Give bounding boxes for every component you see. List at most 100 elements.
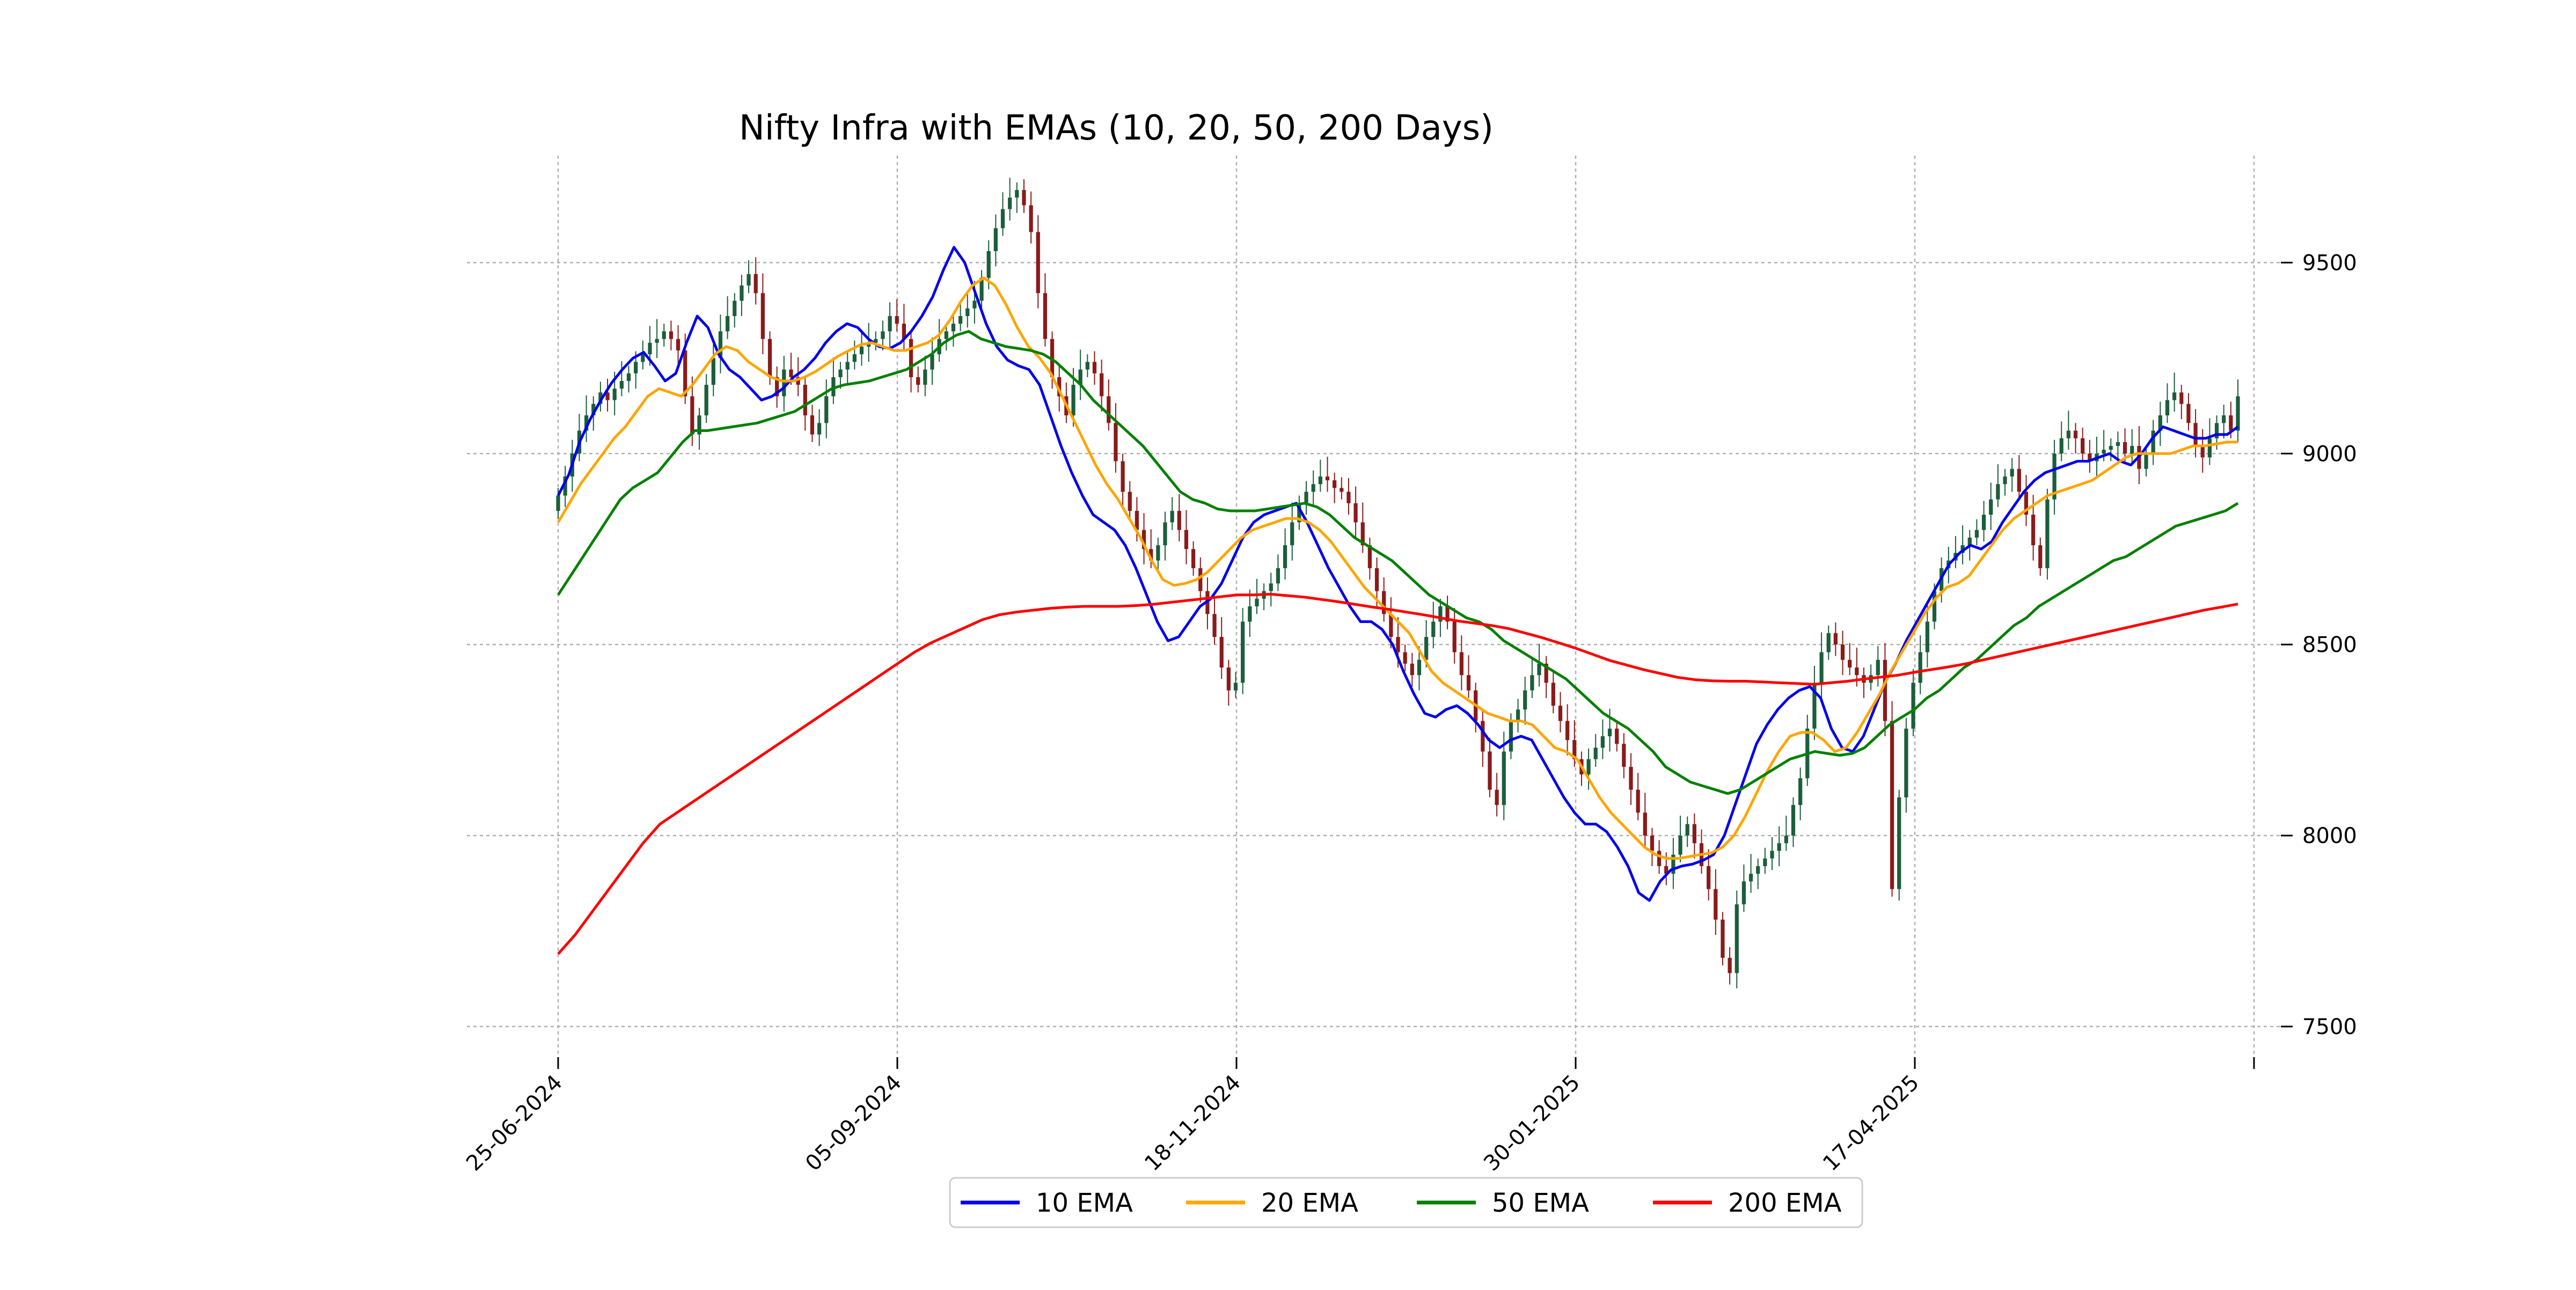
candle-body — [1833, 633, 1838, 645]
candle-body — [1495, 789, 1499, 805]
candle-body — [1551, 683, 1555, 706]
candle-body — [733, 300, 737, 316]
candle-body — [697, 415, 701, 435]
candle-body — [852, 354, 857, 362]
candle-body — [1544, 663, 1548, 683]
candle-body — [1459, 652, 1463, 676]
candle-body — [1466, 675, 1471, 691]
candle-body — [2222, 415, 2226, 423]
candle-body — [1678, 835, 1682, 855]
candle-body — [1707, 866, 1711, 889]
candle-body — [1586, 759, 1591, 775]
candle-body — [1728, 957, 1732, 973]
legend: 10 EMA 20 EMA 50 EMA 200 EMA — [949, 1177, 1863, 1228]
candle-body — [2236, 396, 2240, 431]
y-tick-label: 8000 — [2302, 824, 2357, 848]
candle-body — [845, 362, 850, 370]
candle-body — [1657, 851, 1662, 867]
candle-body — [1876, 659, 1880, 676]
candle-body — [1417, 659, 1422, 676]
candle-body — [1848, 659, 1852, 668]
candle-body — [591, 404, 596, 416]
candle-body — [634, 362, 638, 373]
candle-body — [683, 350, 687, 397]
candle-body — [1565, 721, 1570, 741]
candle-body — [767, 339, 772, 377]
candle-body — [803, 385, 807, 416]
candle-body — [2066, 430, 2070, 438]
candle-body — [923, 369, 927, 385]
candle-body — [916, 377, 920, 385]
candle-body — [930, 354, 934, 370]
candle-body — [2200, 446, 2205, 458]
candle-body — [2102, 450, 2106, 454]
candle-body — [1721, 919, 1725, 958]
candle-body — [1883, 659, 1887, 721]
candle-body — [1346, 492, 1351, 503]
candle-body — [1741, 881, 1746, 905]
candle-body — [1445, 606, 1450, 622]
candle-body — [655, 339, 659, 343]
candle-body — [1396, 636, 1400, 653]
candle-body — [986, 251, 991, 278]
candle-body — [1826, 633, 1831, 653]
candle-body — [888, 316, 892, 332]
candle-body — [1121, 461, 1125, 492]
candle-body — [944, 331, 948, 339]
candle-body — [1233, 683, 1238, 691]
candle-body — [1615, 728, 1619, 744]
candle-body — [1784, 835, 1788, 844]
candle-body — [1643, 812, 1647, 836]
candle-body — [1967, 537, 1972, 546]
candle-body — [598, 392, 603, 404]
candle-body — [605, 392, 610, 400]
candle-body — [740, 285, 744, 301]
x-tick-label: 25-06-2024 — [462, 1071, 567, 1176]
candle-body — [1735, 904, 1739, 973]
candle-body — [1141, 530, 1146, 549]
20-ema-line — [557, 276, 2238, 860]
axis-layer: 7500 8000 8500 9000 9500 25-06-2024 05-09-2024… — [462, 251, 2357, 1176]
legend-label: 200 EMA — [1728, 1188, 1842, 1218]
candle-body — [1855, 667, 1859, 676]
candle-body — [972, 300, 977, 309]
y-tick-label: 9500 — [2302, 251, 2357, 275]
candle-body — [1974, 530, 1979, 538]
candle-body — [563, 476, 567, 496]
candle-body — [1607, 728, 1612, 737]
candle-body — [831, 377, 836, 397]
candle-body — [1812, 683, 1817, 729]
candle-body — [1057, 377, 1062, 397]
candle-body — [902, 324, 906, 339]
candle-body — [881, 331, 885, 339]
candle-layer — [556, 178, 2240, 988]
candle-body — [1311, 484, 1315, 492]
candle-body — [1763, 858, 1767, 867]
candle-body — [2073, 430, 2078, 438]
candle-body — [690, 396, 694, 435]
candle-body — [1333, 480, 1337, 488]
candle-body — [1840, 644, 1845, 660]
candle-body — [1622, 744, 1626, 767]
candle-body — [1269, 583, 1273, 591]
candle-body — [2158, 415, 2162, 431]
candle-body — [1177, 511, 1181, 530]
candle-body — [662, 331, 666, 339]
candle-body — [1685, 824, 1689, 836]
candle-body — [760, 293, 765, 339]
candle-body — [1318, 476, 1322, 485]
chart-title: Nifty Infra with EMAs (10, 20, 50, 200 D… — [739, 108, 1494, 148]
candle-body — [1600, 736, 1605, 748]
candle-body — [2186, 404, 2191, 423]
candle-body — [1149, 549, 1153, 561]
candle-body — [1777, 843, 1781, 851]
candle-body — [1530, 675, 1534, 691]
candle-body — [1100, 373, 1104, 397]
candle-body — [1000, 209, 1005, 229]
candle-body — [789, 369, 793, 377]
candle-body — [2010, 468, 2014, 477]
candle-body — [2214, 423, 2219, 438]
candle-body — [1276, 568, 1280, 584]
candle-body — [1932, 591, 1937, 622]
